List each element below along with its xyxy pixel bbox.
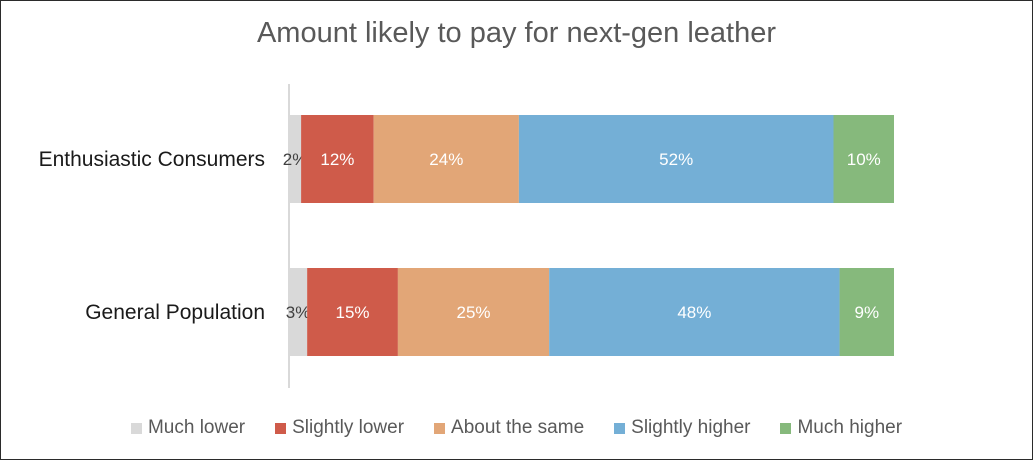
data-label: 10%	[847, 150, 881, 169]
legend-swatch	[434, 422, 446, 434]
bar-segment	[549, 268, 840, 356]
data-label: 12%	[320, 150, 354, 169]
bar-segment	[301, 115, 374, 203]
data-label: 48%	[677, 303, 711, 322]
legend-label: Slightly higher	[631, 417, 751, 438]
legend-swatch	[780, 422, 792, 434]
legend-item: Much lower	[130, 417, 246, 439]
legend: Much lower Slightly lower About the same Sl…	[1, 417, 1032, 439]
legend-item: Slightly higher	[614, 417, 750, 439]
data-label: 52%	[659, 150, 693, 169]
bar-segment	[289, 115, 302, 203]
legend-label: Much lower	[147, 417, 246, 438]
category-label: Enthusiastic Consumers	[39, 148, 265, 171]
bar-segment	[518, 115, 834, 203]
bar-segment	[373, 115, 519, 203]
legend-item: Slightly lower	[275, 417, 404, 439]
bar-segment	[839, 268, 894, 356]
legend-label: Much higher	[797, 417, 903, 438]
data-label: 24%	[429, 150, 463, 169]
legend-item: About the same	[434, 417, 584, 439]
bar-segment	[833, 115, 894, 203]
data-label: 15%	[336, 303, 370, 322]
category-label: General Population	[85, 301, 265, 324]
legend-label: About the same	[451, 417, 585, 438]
bar-segment	[307, 268, 398, 356]
data-label: 3%	[286, 303, 311, 322]
legend-swatch	[275, 422, 287, 434]
legend-swatch	[130, 422, 142, 434]
data-label: 9%	[854, 303, 879, 322]
legend-label: Slightly lower	[292, 417, 405, 438]
legend-swatch	[614, 422, 626, 434]
stacked-bar-plot: Enthusiastic Consumers 2% 12% 24% 52% 10%Gene…	[39, 84, 894, 388]
data-label: 25%	[457, 303, 491, 322]
chart-title: Amount likely to pay for next-gen leathe…	[256, 17, 777, 49]
legend-item: Much higher	[780, 417, 902, 439]
bar-segment	[397, 268, 550, 356]
bar-segment	[289, 268, 308, 356]
